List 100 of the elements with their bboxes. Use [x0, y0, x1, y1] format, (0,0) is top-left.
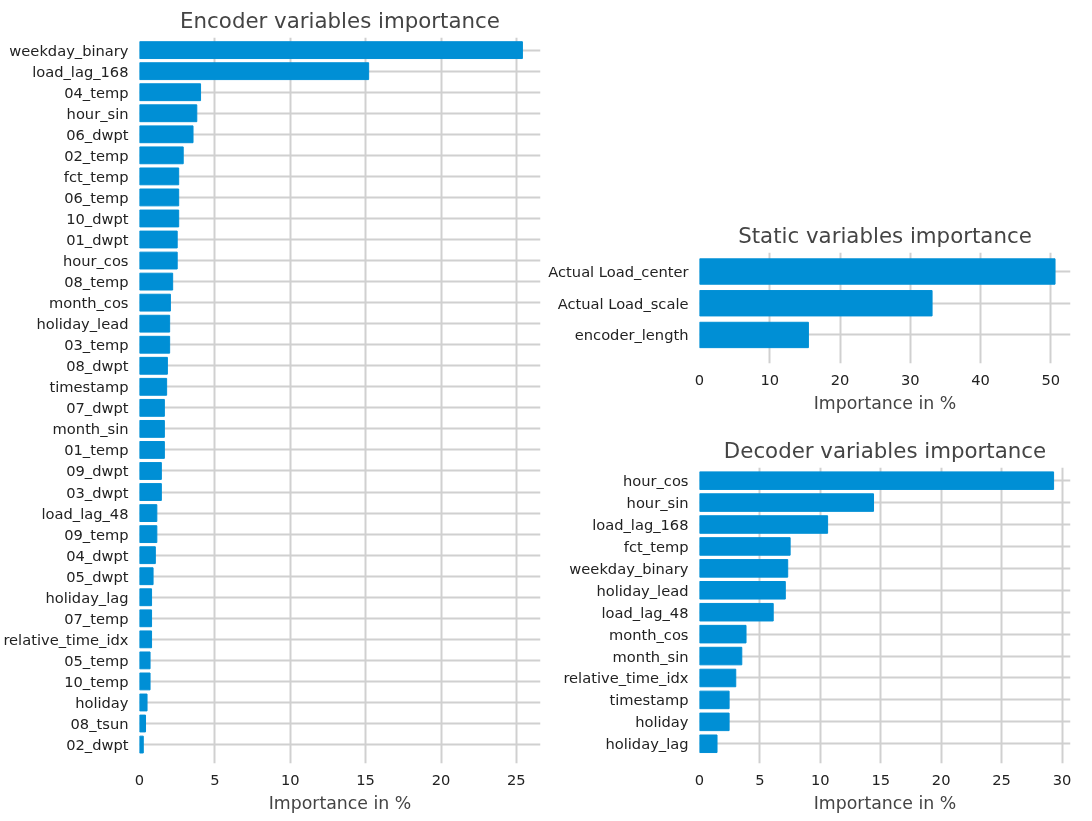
bar — [699, 290, 933, 317]
bar — [699, 258, 1056, 285]
bar — [139, 104, 198, 123]
bar — [699, 559, 789, 578]
y-tick-label: 04_dwpt — [66, 546, 129, 564]
x-tick-label: 0 — [134, 770, 145, 788]
y-tick-label: month_cos — [608, 625, 689, 643]
y-tick-label: Actual Load_scale — [557, 294, 689, 312]
x-axis-title: Importance in % — [268, 792, 412, 813]
y-tick-label: month_sin — [52, 420, 129, 438]
y-tick-label: load_lag_168 — [592, 516, 689, 534]
bar — [139, 588, 153, 607]
bar — [139, 251, 178, 270]
x-tick-label: 40 — [971, 370, 990, 388]
y-tick-label: 04_temp — [64, 83, 129, 101]
y-tick-label: hour_sin — [626, 494, 689, 512]
x-tick-label: 25 — [507, 770, 526, 788]
x-tick-label: 30 — [900, 370, 920, 388]
bar — [699, 493, 875, 512]
y-tick-label: 06_dwpt — [66, 125, 129, 143]
bar — [699, 624, 747, 644]
bar — [139, 314, 171, 333]
bar — [699, 646, 743, 666]
y-tick-label: 05_temp — [64, 651, 129, 669]
x-axis-title: Importance in % — [813, 792, 957, 813]
bar — [139, 567, 154, 586]
bar — [139, 398, 165, 417]
bar — [139, 209, 180, 228]
y-tick-label: timestamp — [609, 691, 689, 709]
x-tick-label: 5 — [210, 770, 220, 788]
x-tick-label: 15 — [871, 770, 891, 788]
x-tick-label: 0 — [694, 770, 705, 788]
x-tick-label: 10 — [811, 770, 830, 788]
y-tick-label: 09_temp — [64, 525, 129, 543]
y-tick-label: 03_dwpt — [66, 483, 129, 501]
bar — [139, 462, 162, 480]
x-tick-label: 20 — [931, 770, 951, 788]
x-axis-title: Importance in % — [813, 392, 957, 413]
y-tick-label: holiday_lead — [36, 315, 129, 333]
bar — [139, 483, 162, 501]
y-tick-label: 01_dwpt — [66, 231, 129, 249]
y-tick-label: holiday_lag — [605, 735, 689, 753]
bar — [139, 377, 168, 396]
bar — [139, 735, 144, 754]
y-tick-label: 07_temp — [64, 609, 129, 627]
bar — [139, 441, 165, 459]
x-tick-label: 5 — [755, 770, 765, 788]
bar — [139, 419, 165, 438]
x-tick-label: 10 — [760, 370, 780, 388]
x-tick-label: 0 — [694, 370, 705, 388]
x-tick-label: 50 — [1041, 370, 1061, 388]
y-tick-label: relative_time_idx — [563, 669, 689, 687]
y-tick-label: holiday_lag — [45, 588, 129, 606]
y-tick-label: load_lag_48 — [41, 504, 129, 522]
y-tick-label: month_sin — [612, 647, 689, 665]
chart-title: Encoder variables importance — [180, 7, 500, 33]
y-tick-label: Actual Load_center — [548, 263, 690, 281]
chart-title: Static variables importance — [738, 222, 1032, 248]
y-tick-label: 08_dwpt — [66, 357, 129, 375]
y-tick-label: hour_sin — [66, 104, 129, 122]
bar — [139, 293, 171, 312]
bar — [139, 546, 156, 565]
bar — [139, 188, 180, 207]
y-tick-label: 06_temp — [64, 188, 129, 206]
bar — [139, 525, 158, 544]
y-tick-label: 01_temp — [64, 441, 129, 459]
bar — [699, 471, 1055, 490]
y-tick-label: 05_dwpt — [66, 567, 129, 585]
bar — [139, 83, 202, 102]
y-tick-label: 08_tsun — [70, 715, 129, 733]
bar — [139, 672, 151, 691]
y-tick-label: month_cos — [48, 294, 129, 312]
y-tick-label: hour_cos — [62, 252, 129, 270]
y-tick-label: encoder_length — [574, 326, 689, 344]
chart-title: Decoder variables importance — [723, 437, 1047, 463]
y-tick-label: relative_time_idx — [3, 630, 129, 648]
bar — [139, 356, 168, 375]
bar — [139, 167, 180, 186]
y-tick-label: weekday_binary — [569, 559, 689, 577]
y-tick-label: fct_temp — [623, 537, 689, 555]
y-tick-label: 07_dwpt — [66, 399, 129, 417]
y-tick-label: holiday — [635, 713, 689, 731]
y-tick-label: hour_cos — [622, 472, 689, 490]
bar — [699, 321, 809, 349]
bar — [699, 734, 718, 754]
y-tick-label: 03_temp — [64, 336, 129, 354]
y-tick-label: 10_dwpt — [66, 209, 129, 227]
bar — [139, 41, 523, 60]
x-tick-label: 20 — [431, 770, 451, 788]
bar — [139, 693, 148, 712]
bar — [699, 668, 737, 688]
y-tick-label: 10_temp — [64, 672, 129, 690]
bar — [139, 335, 171, 354]
bar — [699, 515, 829, 534]
y-tick-label: fct_temp — [63, 167, 129, 185]
x-tick-label: 10 — [280, 770, 300, 788]
y-tick-label: load_lag_168 — [32, 62, 129, 80]
y-tick-label: weekday_binary — [9, 41, 129, 59]
bar — [139, 504, 158, 522]
bar — [139, 609, 153, 628]
